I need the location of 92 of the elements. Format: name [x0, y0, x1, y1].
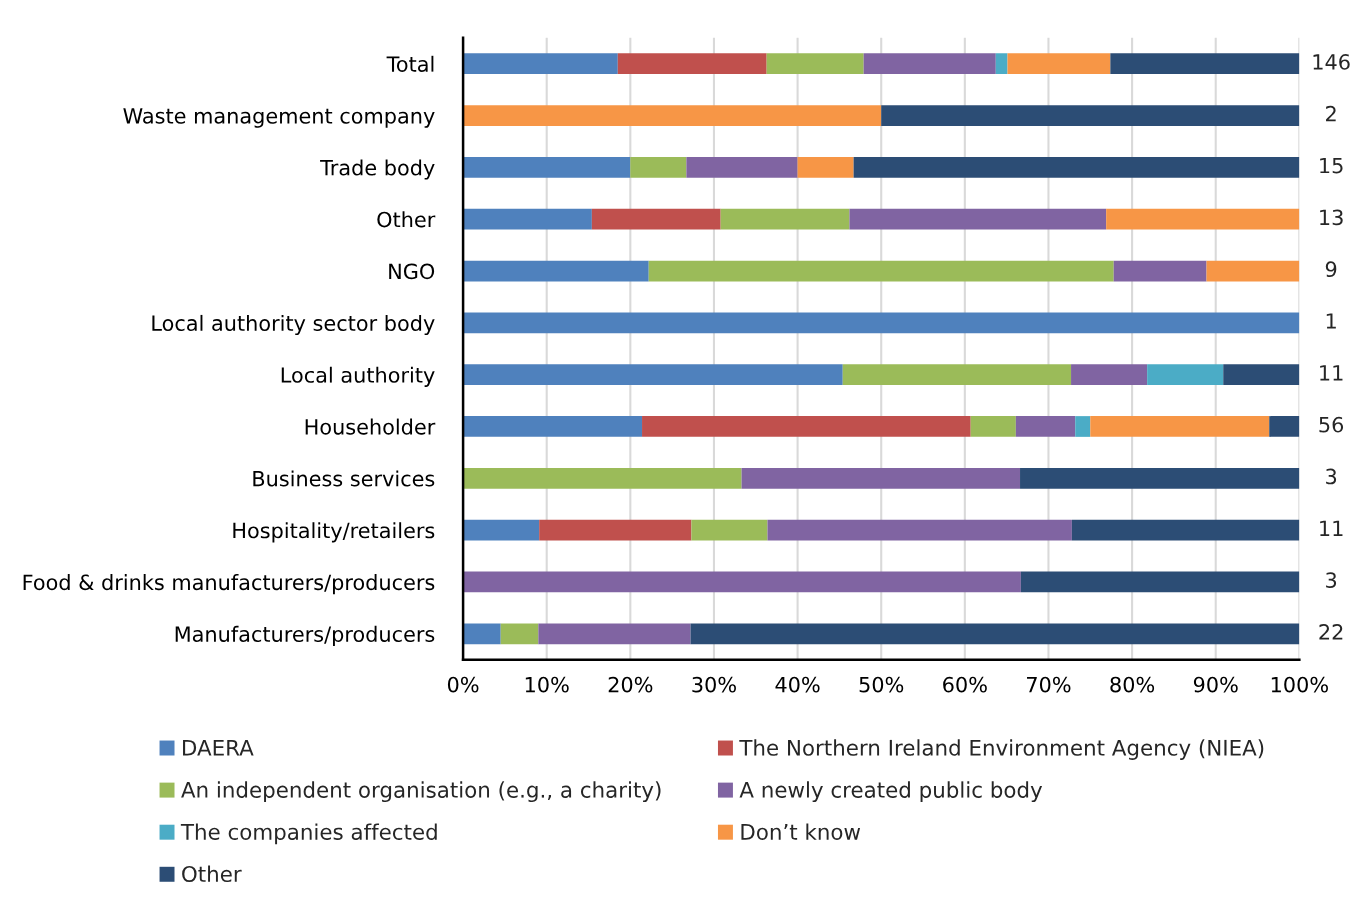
legend-label: An independent organisation (e.g., a charity): [181, 781, 661, 803]
bar: [500, 623, 539, 645]
bar: [863, 53, 996, 75]
x-tick-label: 30%: [692, 676, 736, 693]
bar: [1269, 416, 1300, 437]
y-tick-label: Food & drinks manufacturers/producers: [23, 574, 435, 595]
text: 2: [1326, 105, 1336, 122]
legend-label: The Northern Ireland Environment Agency (NIEA): [739, 739, 1264, 760]
text: 1: [1326, 313, 1336, 329]
bar: [849, 208, 1107, 230]
y-tick-label: Trade body: [320, 159, 435, 180]
bar: [686, 157, 798, 178]
x-tick-label: 80%: [1110, 676, 1155, 693]
bar: [463, 416, 643, 437]
bar: [463, 571, 1021, 593]
bar: [842, 364, 1072, 386]
bar: [1071, 519, 1300, 541]
y-tick-label: Householder: [305, 418, 436, 435]
bar: [1020, 571, 1300, 593]
text: 22: [1319, 624, 1343, 640]
bar: [463, 208, 592, 230]
y-tick-label: Waste management company: [123, 108, 435, 128]
bar: [690, 623, 1300, 645]
x-tick-label: 90%: [1193, 676, 1238, 693]
bar: [630, 157, 687, 178]
bar: [1113, 260, 1207, 282]
bar: [995, 53, 1008, 75]
bar: [463, 53, 618, 75]
bar: [642, 416, 971, 437]
y-tick-label: Local authority: [281, 366, 435, 387]
bar: [617, 53, 767, 75]
bar: [463, 364, 843, 386]
legend-label: A newly created public body: [739, 781, 1043, 803]
bar: [1075, 416, 1091, 437]
x-tick-label: 50%: [859, 676, 904, 693]
y-tick-label: Manufacturers/producers: [175, 625, 435, 647]
x-tick-label: 40%: [775, 676, 820, 693]
x-tick-label: 20%: [608, 676, 653, 693]
y-tick-label: Business services: [253, 470, 435, 487]
bar: [463, 312, 1300, 334]
text: 11: [1320, 520, 1343, 536]
bar: [539, 519, 692, 541]
bar: [970, 416, 1016, 437]
bar: [1206, 260, 1300, 282]
text: 13: [1320, 209, 1343, 226]
bar: [463, 157, 631, 178]
bar: [691, 519, 768, 541]
bar: [1071, 364, 1148, 386]
bar: [463, 260, 649, 282]
x-tick-label: 70%: [1027, 676, 1071, 693]
y-tick-label: Other: [377, 211, 436, 228]
bar: [538, 623, 691, 645]
bar: [1015, 416, 1076, 437]
x-tick-label: 10%: [525, 676, 569, 693]
text: 3: [1326, 572, 1337, 589]
y-tick-label: Hospitality/retailers: [233, 522, 435, 543]
bar: [720, 208, 850, 230]
bar: [767, 519, 1072, 541]
bar: [853, 157, 1300, 178]
y-tick-label: NGO: [389, 263, 435, 280]
legend-label: The companies affected: [180, 823, 437, 845]
legend-label: Other: [182, 865, 242, 883]
x-tick-label: 0%: [447, 676, 479, 693]
bar: [648, 260, 1114, 282]
bar: [1090, 416, 1270, 437]
bar: [797, 157, 854, 178]
y-tick-label: Total: [386, 55, 434, 72]
bar: [1020, 467, 1300, 489]
bar: [1147, 364, 1224, 386]
text: 3: [1326, 468, 1337, 485]
x-tick-label: 60%: [943, 676, 987, 693]
text: 15: [1320, 157, 1343, 174]
x-tick-label: 100%: [1271, 676, 1328, 693]
legend-label: DAERA: [183, 739, 254, 756]
y-tick-label: Local authority sector body: [152, 314, 435, 336]
text: 56: [1319, 416, 1344, 433]
bar: [766, 53, 864, 75]
bar: [1106, 208, 1300, 230]
text: 146: [1313, 54, 1350, 70]
text: 9: [1325, 261, 1337, 278]
bar: [591, 208, 721, 230]
bar: [1007, 53, 1111, 75]
bar: [1223, 364, 1300, 386]
text: 11: [1320, 365, 1343, 381]
bar: [741, 467, 1021, 489]
bar: [881, 105, 1300, 126]
legend-label: Don’t know: [741, 823, 861, 840]
bar: [1110, 53, 1300, 75]
bar: [463, 519, 540, 541]
bar: [463, 467, 742, 489]
bar: [463, 623, 501, 645]
bar: [463, 105, 882, 126]
